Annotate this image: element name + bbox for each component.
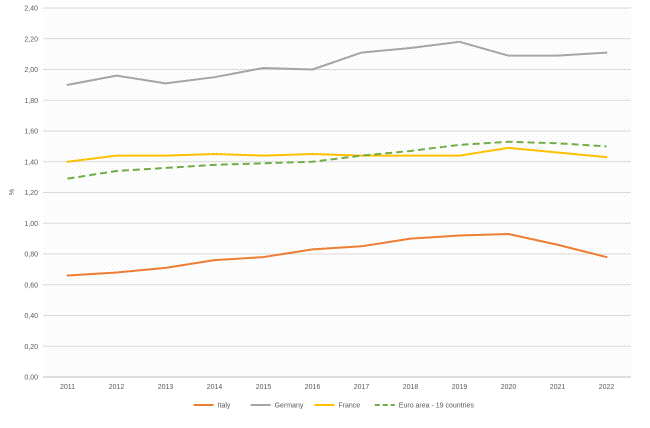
- x-tick-label: 2011: [60, 384, 75, 391]
- x-tick-label: 2020: [501, 384, 517, 391]
- series-line-italy: [66, 233, 608, 277]
- y-axis-label: %: [9, 189, 16, 195]
- legend-label: Germany: [275, 403, 304, 410]
- x-tick-label: 2022: [599, 384, 615, 391]
- x-axis-ticks: 2011 2012 2013 2014 2015 2016 2017 2018 2019 2020…: [60, 384, 614, 391]
- y-tick-label: 1,60: [24, 129, 38, 136]
- legend-label: Euro area - 19 countries: [399, 403, 475, 410]
- series-lines: [66, 40, 608, 277]
- y-axis-ticks: 0,00 0,20 0,40 0,60 0,80 1,00 1,20 1,40 1,60 1,80…: [24, 6, 38, 382]
- y-tick-label: 0,60: [24, 282, 38, 289]
- y-tick-label: 0,80: [24, 252, 38, 259]
- y-tick-label: 1,80: [24, 98, 38, 105]
- gridlines: [43, 7, 631, 378]
- x-tick-label: 2021: [550, 384, 566, 391]
- series-line-euro-area-19-countries: [67, 140, 607, 180]
- y-tick-label: 0,00: [24, 375, 38, 382]
- legend-label: France: [338, 403, 360, 410]
- y-tick-label: 1,40: [24, 159, 38, 166]
- legend-label: Italy: [218, 403, 231, 410]
- x-tick-label: 2019: [452, 384, 468, 391]
- series-line-france: [66, 146, 608, 163]
- x-tick-label: 2018: [403, 384, 419, 391]
- y-tick-label: 0,20: [24, 344, 38, 351]
- y-tick-label: 2,40: [24, 6, 38, 13]
- series-line-germany: [66, 40, 608, 86]
- x-tick-label: 2016: [305, 384, 321, 391]
- y-tick-label: 2,00: [24, 67, 38, 74]
- x-tick-label: 2015: [256, 384, 272, 391]
- y-tick-label: 2,20: [24, 36, 38, 43]
- x-tick-label: 2013: [158, 384, 174, 391]
- y-tick-label: 1,20: [24, 190, 38, 197]
- x-tick-label: 2012: [109, 384, 125, 391]
- y-tick-label: 0,40: [24, 313, 38, 320]
- y-tick-label: 1,00: [24, 221, 38, 228]
- legend: Italy Germany France Euro area - 19 countri…: [193, 403, 475, 410]
- x-tick-label: 2014: [207, 384, 223, 391]
- x-tick-label: 2017: [354, 384, 370, 391]
